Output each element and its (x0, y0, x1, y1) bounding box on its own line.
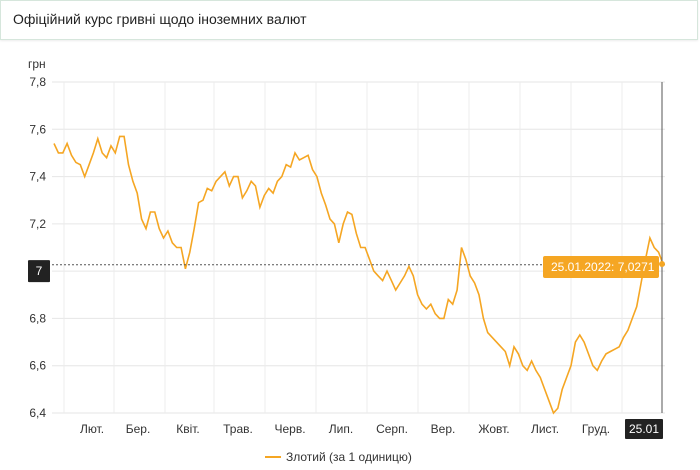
x-tick-label: Лют. (80, 422, 104, 436)
header-bar: Офіційний курс гривні щодо іноземних вал… (0, 0, 698, 40)
x-tick-label: Серп. (376, 422, 408, 436)
x-tick-label: Черв. (274, 422, 305, 436)
legend-label[interactable]: Злотий (за 1 одиницю) (286, 450, 412, 464)
y-tick-label: 6,4 (29, 406, 46, 420)
tooltip-text: 25.01.2022: 7,0271 (551, 260, 655, 274)
y-tick-label: 6,8 (29, 311, 46, 325)
x-tick-label: Лист. (531, 422, 559, 436)
x-tick-label: Бер. (126, 422, 151, 436)
crosshair-y-label: 7 (36, 264, 43, 278)
y-tick-label: 6,6 (29, 359, 46, 373)
x-tick-label: Трав. (223, 422, 253, 436)
y-tick-label: 7,4 (29, 170, 46, 184)
x-tick-label: Груд. (582, 422, 610, 436)
x-tick-label: Жовт. (478, 422, 509, 436)
x-tick-label: Вер. (431, 422, 456, 436)
y-tick-label: 7,6 (29, 122, 46, 136)
tooltip: 25.01.2022: 7,0271 (543, 256, 659, 278)
x-tick-label: Лип. (329, 422, 353, 436)
y-tick-label: 7,2 (29, 217, 46, 231)
hover-point (659, 261, 665, 268)
y-axis-label: грн (28, 57, 46, 71)
y-tick-label: 7,8 (29, 75, 46, 89)
crosshair-y-badge: 7 (28, 260, 50, 283)
x-tick-label: Квіт. (176, 422, 200, 436)
crosshair-x-badge: 25.01 (625, 419, 663, 439)
crosshair-x-label: 25.01 (629, 422, 659, 436)
page-title: Офіційний курс гривні щодо іноземних вал… (13, 11, 307, 27)
legend[interactable]: Злотий (за 1 одиницю) (265, 450, 412, 464)
series-line-zloty[interactable] (53, 135, 664, 415)
